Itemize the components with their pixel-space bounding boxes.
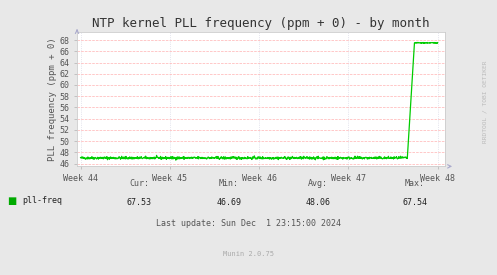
Text: 48.06: 48.06	[306, 198, 331, 207]
Text: 67.53: 67.53	[127, 198, 152, 207]
Text: Min:: Min:	[219, 179, 239, 188]
Text: 67.54: 67.54	[403, 198, 427, 207]
Text: Max:: Max:	[405, 179, 425, 188]
Y-axis label: PLL frequency (ppm + 0): PLL frequency (ppm + 0)	[48, 37, 57, 161]
Text: Last update: Sun Dec  1 23:15:00 2024: Last update: Sun Dec 1 23:15:00 2024	[156, 219, 341, 227]
Text: RRDTOOL / TOBI OETIKER: RRDTOOL / TOBI OETIKER	[482, 60, 487, 143]
Text: Cur:: Cur:	[129, 179, 149, 188]
Text: ■: ■	[7, 196, 17, 206]
Text: Munin 2.0.75: Munin 2.0.75	[223, 251, 274, 257]
Text: 46.69: 46.69	[216, 198, 241, 207]
Title: NTP kernel PLL frequency (ppm + 0) - by month: NTP kernel PLL frequency (ppm + 0) - by …	[92, 17, 430, 31]
Text: Avg:: Avg:	[308, 179, 328, 188]
Text: pll-freq: pll-freq	[22, 196, 62, 205]
